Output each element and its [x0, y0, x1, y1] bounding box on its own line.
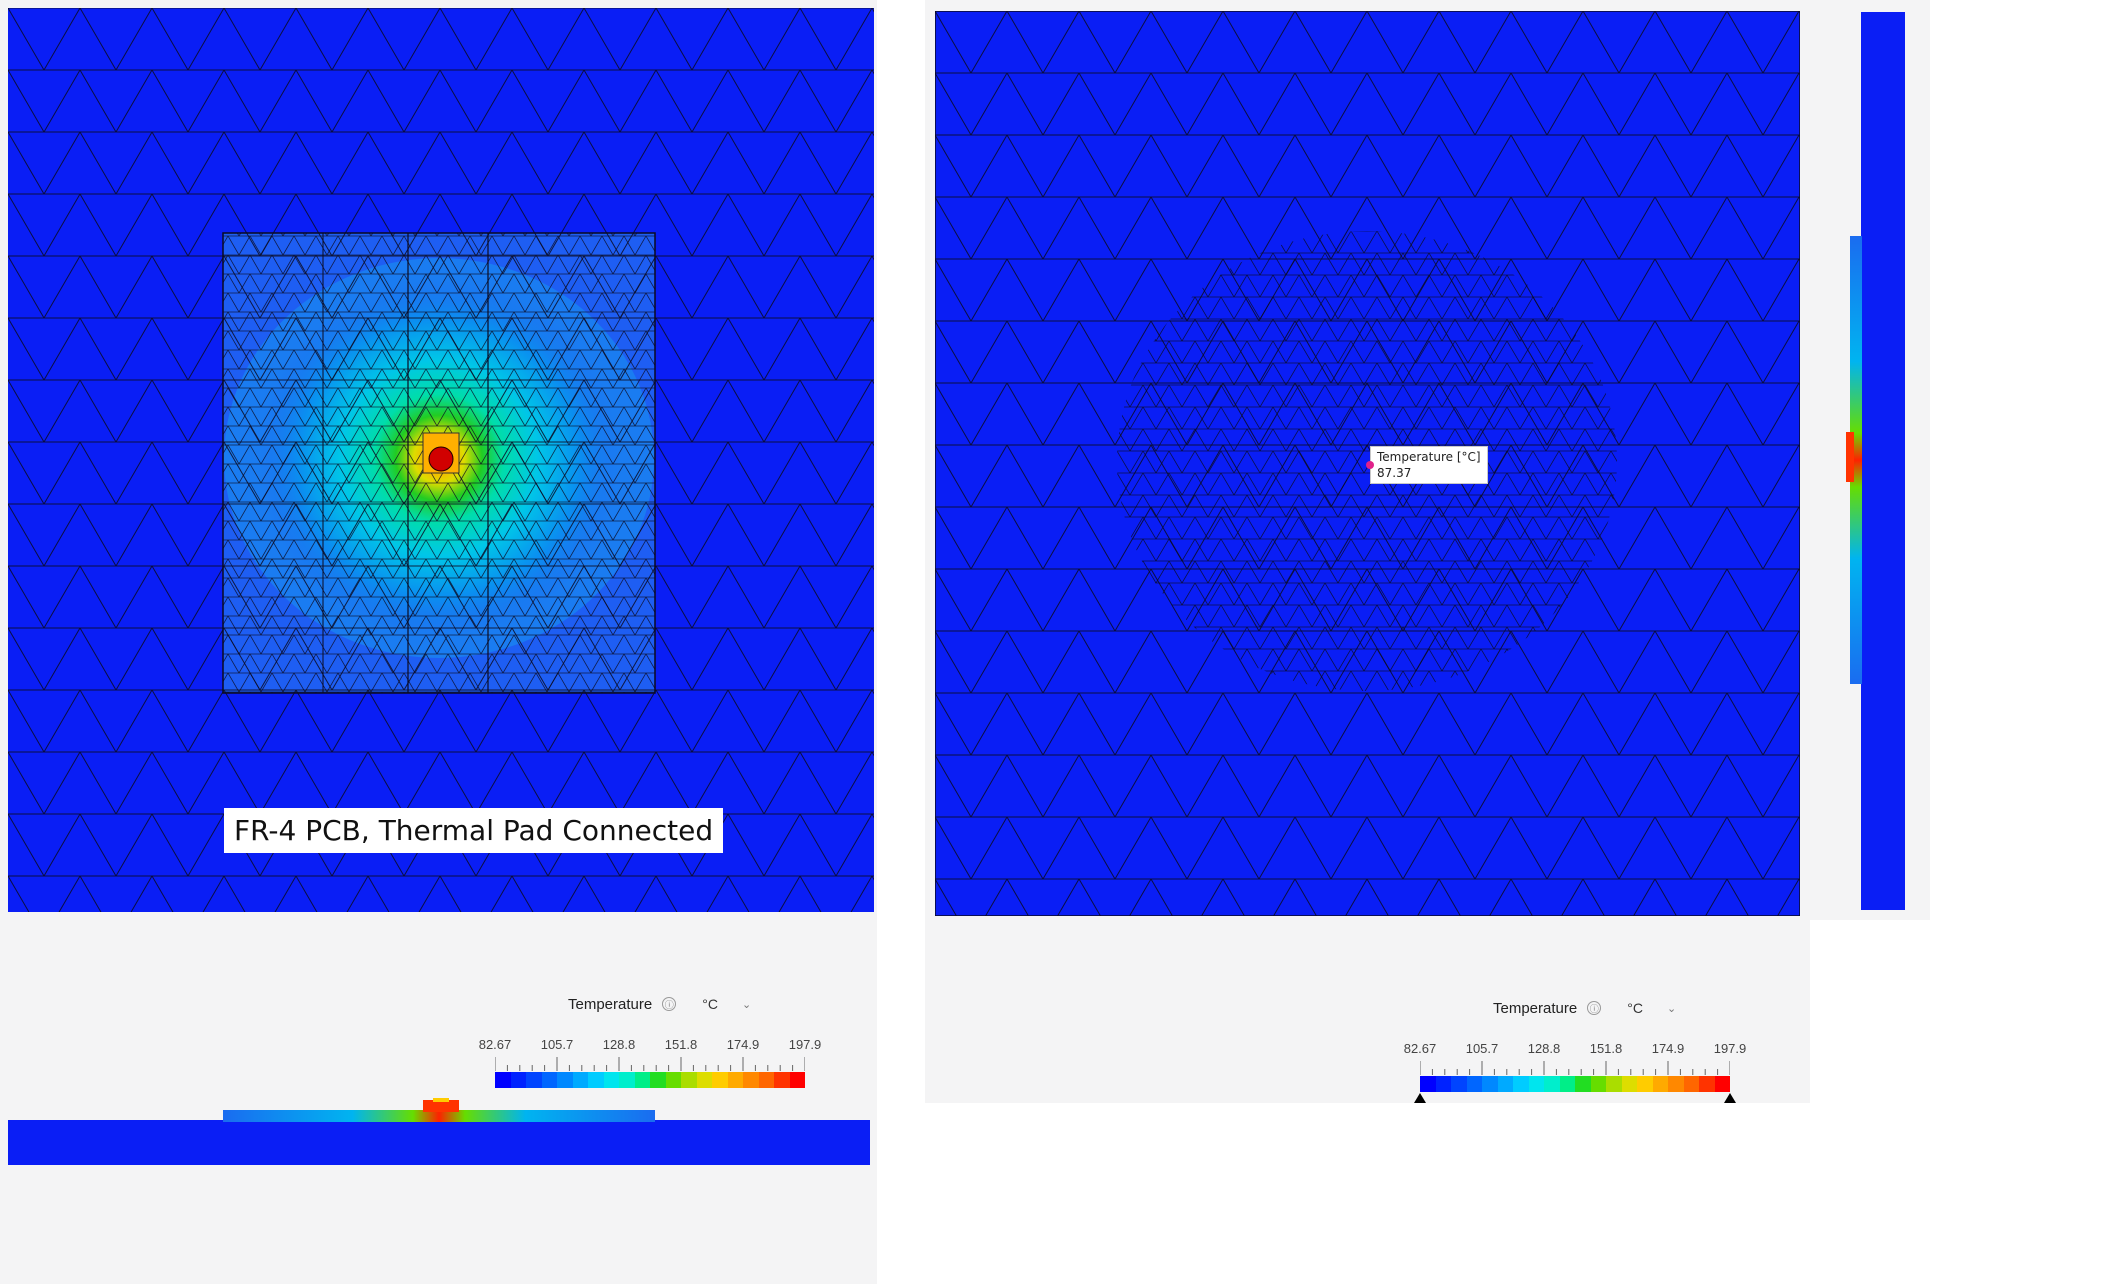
- legend-tick-label: 151.8: [664, 1037, 698, 1052]
- legend-title: Temperature: [1493, 999, 1578, 1017]
- legend-header: Temperature ⓘ °C ⌄: [568, 992, 751, 1016]
- unit-select[interactable]: °C: [1627, 1000, 1643, 1016]
- legend-tick-row: 82.67 105.7 128.8 151.8 174.9 197.9: [1403, 1041, 1765, 1057]
- legend-color-bar: [1420, 1076, 1730, 1092]
- legend-color-bar: [495, 1072, 805, 1088]
- legend-max-handle[interactable]: [1724, 1093, 1736, 1103]
- chevron-down-icon[interactable]: ⌄: [1666, 1002, 1677, 1015]
- info-icon[interactable]: ⓘ: [1587, 1001, 1602, 1015]
- chevron-down-icon[interactable]: ⌄: [741, 998, 752, 1011]
- legend-tick-label: 174.9: [1651, 1041, 1685, 1056]
- legend-header: Temperature ⓘ °C ⌄: [1493, 996, 1676, 1020]
- legend-tick-label: 128.8: [602, 1037, 636, 1052]
- probe-label: Temperature [°C]: [1377, 450, 1481, 464]
- legend-tick-label: 151.8: [1589, 1041, 1623, 1056]
- legend-tick-label: 105.7: [540, 1037, 574, 1052]
- temperature-legend: Temperature ⓘ °C ⌄ 82.67 105.7 128.8 151.8 174.9…: [1403, 996, 1765, 1126]
- legend-tick-label: 82.67: [1403, 1041, 1437, 1056]
- probe-marker-icon: [1366, 461, 1374, 469]
- legend-minor-ticks: [495, 1057, 805, 1071]
- legend-tick-label: 82.67: [478, 1037, 512, 1052]
- legend-min-handle[interactable]: [1414, 1093, 1426, 1103]
- legend-tick-label: 128.8: [1527, 1041, 1561, 1056]
- info-icon[interactable]: ⓘ: [662, 997, 677, 1011]
- view-caption: FR-4 PCB, Thermal Pad Connected: [224, 808, 724, 853]
- legend-tick-label: 105.7: [1465, 1041, 1499, 1056]
- legend-title: Temperature: [568, 995, 653, 1013]
- legend-tick-row: 82.67 105.7 128.8 151.8 174.9 197.9: [478, 1037, 840, 1053]
- temperature-probe-tooltip: Temperature [°C] 87.37: [1366, 446, 1488, 484]
- legend-minor-ticks: [1420, 1061, 1730, 1075]
- right-section-view[interactable]: [1845, 12, 1905, 912]
- probe-value: 87.37: [1377, 466, 1412, 480]
- left-mesh-view[interactable]: [8, 8, 874, 912]
- left-section-view[interactable]: [8, 1095, 874, 1167]
- legend-tick-label: 197.9: [1713, 1041, 1747, 1056]
- unit-select[interactable]: °C: [702, 996, 718, 1012]
- temperature-legend: Temperature ⓘ °C ⌄ 82.67 105.7 128.8 151.8 174.9…: [478, 992, 840, 1122]
- legend-tick-label: 174.9: [726, 1037, 760, 1052]
- legend-tick-label: 197.9: [788, 1037, 822, 1052]
